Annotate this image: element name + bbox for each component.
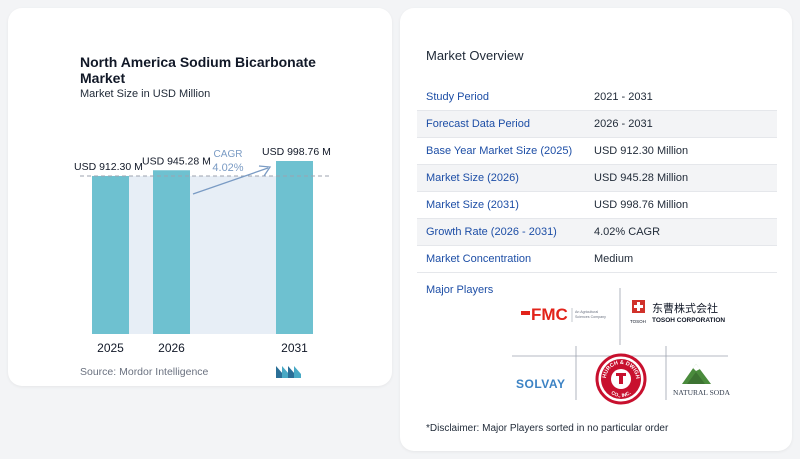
overview-row: Growth Rate (2026 - 2031) 4.02% CAGR [417, 219, 777, 246]
bar [92, 175, 129, 334]
disclaimer-text: *Disclaimer: Major Players sorted in no … [426, 423, 669, 434]
arm-hammer-icon [616, 373, 626, 384]
church-dwight-bottom-text: CO., INC. [610, 390, 633, 399]
natural-soda-logo: NATURAL SODA [673, 364, 731, 397]
players-title: Major Players [426, 284, 494, 296]
overview-row: Market Size (2031) USD 998.76 Million [417, 192, 777, 219]
overview-row-value: USD 998.76 Million [594, 199, 689, 211]
fmc-tagline-2: Sciences Company [575, 315, 606, 319]
category-label: 2026 [158, 341, 185, 355]
overview-row-key: Forecast Data Period [426, 118, 530, 130]
tosoh-cjk-text: 东曹株式会社 [652, 301, 718, 315]
overview-row: Base Year Market Size (2025) USD 912.30 M… [417, 138, 777, 165]
svg-text:CO., INC.: CO., INC. [610, 390, 633, 399]
overview-row-value: 4.02% CAGR [594, 226, 661, 238]
data-label: USD 945.28 M [142, 155, 211, 167]
overview-row-value: USD 945.28 Million [594, 172, 689, 184]
overview-row-key: Market Concentration [426, 253, 532, 265]
mordor-logo-icon [276, 366, 301, 378]
tosoh-logo: TOSOH 东曹株式会社 TOSOH CORPORATION [630, 300, 725, 324]
data-label: USD 998.76 M [262, 146, 331, 158]
bar [276, 161, 313, 334]
cagr-label: CAGR [214, 149, 243, 160]
source-text: Source: Mordor Intelligence [80, 366, 209, 378]
fmc-logo-text: FMC [531, 305, 568, 324]
overview-row-key: Market Size (2026) [426, 172, 519, 184]
solvay-logo: SOLVAY [516, 377, 565, 391]
cagr-arrow-head [258, 165, 272, 177]
chart-subtitle: Market Size in USD Million [80, 88, 211, 100]
overview-row-value: 2021 - 2031 [594, 91, 653, 103]
overview-row-key: Market Size (2031) [426, 199, 519, 211]
tosoh-small-text: TOSOH [630, 319, 646, 324]
tosoh-mark-icon [632, 300, 645, 313]
overview-row-value: 2026 - 2031 [594, 118, 653, 130]
overview-row: Market Size (2026) USD 945.28 Million [417, 165, 777, 192]
natural-soda-text: NATURAL SODA [673, 388, 731, 397]
fmc-tagline-1: An Agricultural [575, 310, 598, 314]
tosoh-name-text: TOSOH CORPORATION [652, 317, 725, 324]
category-label: 2025 [97, 341, 124, 355]
overview-row: Market Concentration Medium [417, 246, 777, 273]
fmc-logo: FMC An Agricultural Sciences Company [521, 305, 606, 324]
overview-title: Market Overview [426, 48, 524, 63]
chart-title: North America Sodium Bicarbonate Market [80, 54, 316, 86]
overview-row: Forecast Data Period 2026 - 2031 [417, 111, 777, 138]
church-dwight-logo: CHURCH & DWIGHT CO., INC. [0, 0, 647, 405]
data-label: USD 912.30 M [74, 161, 143, 173]
mountain-icon [682, 364, 711, 384]
cagr-value: 4.02% [212, 162, 243, 174]
overview-row: Study Period 2021 - 2031 [417, 84, 777, 111]
overview-row-value: USD 912.30 Million [594, 145, 689, 157]
category-label: 2031 [281, 341, 308, 355]
bar [153, 170, 190, 334]
overview-row-key: Study Period [426, 91, 489, 103]
overview-row-key: Growth Rate (2026 - 2031) [426, 226, 557, 238]
overview-row-value: Medium [594, 253, 634, 265]
cagr-arrow [192, 167, 269, 195]
overview-row-key: Base Year Market Size (2025) [426, 145, 573, 157]
bar-chart: USD 912.30 M USD 945.28 M USD 998.76 M 2025… [74, 146, 332, 355]
